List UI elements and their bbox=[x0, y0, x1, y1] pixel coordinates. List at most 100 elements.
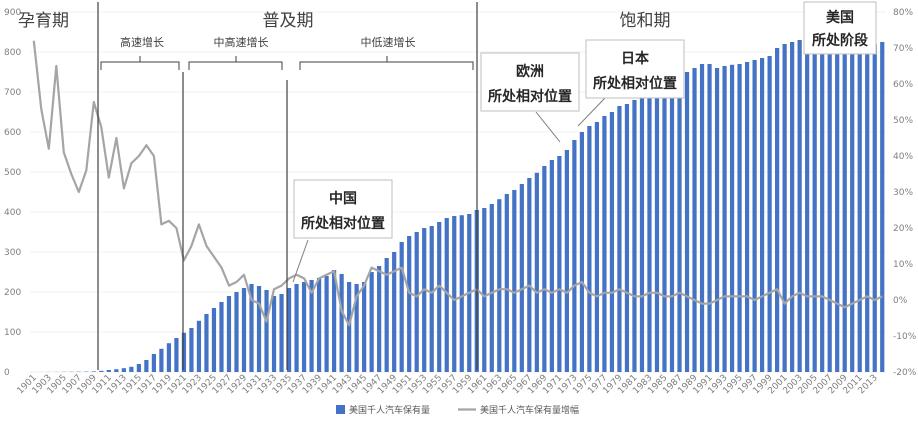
bar bbox=[489, 204, 494, 372]
right-tick-label: 60% bbox=[893, 80, 913, 90]
left-tick-label: 0 bbox=[4, 368, 10, 378]
bar bbox=[594, 122, 600, 372]
callout-europe-line1: 欧洲 bbox=[516, 63, 544, 80]
bar bbox=[624, 104, 630, 372]
phase-dividers bbox=[97, 2, 478, 370]
bar bbox=[760, 58, 765, 372]
callout-usa: 美国 所处阶段 bbox=[803, 1, 877, 55]
bar bbox=[309, 280, 314, 372]
right-tick-label: 30% bbox=[893, 188, 913, 198]
callout-japan-line2: 所处相对位置 bbox=[593, 75, 677, 92]
callout-usa-line2: 所处阶段 bbox=[812, 32, 868, 49]
left-tick-label: 200 bbox=[4, 288, 21, 298]
bar bbox=[865, 44, 870, 373]
bar bbox=[429, 226, 434, 372]
right-tick-label: 50% bbox=[893, 116, 913, 126]
bar bbox=[835, 44, 840, 372]
bar bbox=[362, 282, 367, 372]
bar bbox=[347, 282, 352, 372]
bar bbox=[482, 208, 487, 372]
bar bbox=[880, 42, 885, 372]
bar bbox=[512, 190, 517, 372]
bar bbox=[782, 44, 787, 372]
bar bbox=[121, 368, 126, 372]
bar bbox=[114, 369, 119, 372]
bar bbox=[369, 272, 374, 372]
phase-label-saturation: 饱和期 bbox=[620, 11, 671, 31]
bar bbox=[106, 370, 111, 372]
phase-label-incubation: 孕育期 bbox=[18, 11, 69, 31]
bar bbox=[534, 172, 539, 372]
callout-china: 中国 所处相对位置 bbox=[292, 179, 393, 283]
callout-japan: 日本 所处相对位置 bbox=[577, 39, 685, 127]
bar bbox=[542, 166, 547, 372]
bar bbox=[722, 66, 727, 372]
legend: 美国千人汽车保有量 美国千人汽车保有量增幅 bbox=[336, 404, 579, 416]
callout-europe-line2: 所处相对位置 bbox=[488, 88, 572, 105]
growth-line bbox=[32, 40, 883, 327]
bar bbox=[151, 354, 156, 372]
bracket-mid-low-growth bbox=[299, 56, 474, 70]
right-tick-label: 20% bbox=[893, 224, 913, 234]
right-tick-label: 0% bbox=[893, 296, 908, 306]
bar bbox=[407, 236, 412, 372]
bar bbox=[91, 371, 96, 372]
bar bbox=[226, 296, 232, 372]
bar bbox=[271, 296, 277, 372]
bar bbox=[384, 258, 389, 372]
bar bbox=[249, 284, 254, 372]
bar bbox=[729, 64, 735, 373]
bracket-mid-high-growth bbox=[188, 56, 283, 70]
bar bbox=[557, 156, 562, 372]
bar bbox=[797, 40, 802, 372]
bar bbox=[279, 294, 284, 372]
bar bbox=[324, 276, 329, 372]
bar bbox=[459, 215, 464, 372]
callout-china-line2: 所处相对位置 bbox=[301, 215, 385, 232]
bar bbox=[842, 48, 847, 372]
bar bbox=[196, 320, 202, 372]
bar bbox=[211, 308, 217, 372]
bar bbox=[392, 252, 397, 372]
bar bbox=[707, 64, 712, 372]
bar bbox=[354, 284, 359, 372]
bar bbox=[602, 116, 607, 372]
right-axis-ticks: -20% -10% 0% 10% 20% 30% 40% 50% 60% 70% 80% bbox=[893, 8, 917, 378]
bar bbox=[332, 270, 337, 372]
bar bbox=[159, 348, 164, 372]
right-tick-label: 80% bbox=[893, 8, 913, 18]
bar bbox=[647, 92, 652, 372]
bar bbox=[857, 46, 862, 372]
left-tick-label: 400 bbox=[4, 208, 21, 218]
bar bbox=[181, 332, 187, 372]
bar bbox=[699, 64, 705, 372]
bar bbox=[805, 40, 810, 373]
bar-series bbox=[31, 40, 885, 373]
bar bbox=[414, 232, 419, 372]
bar bbox=[744, 62, 750, 372]
bar bbox=[617, 106, 622, 372]
sub-phase-label-high: 高速增长 bbox=[120, 35, 164, 49]
bar bbox=[189, 328, 194, 372]
callout-europe: 欧洲 所处相对位置 bbox=[480, 52, 580, 143]
phase-label-popularization: 普及期 bbox=[263, 11, 314, 31]
bracket-high-growth bbox=[100, 56, 180, 70]
bar bbox=[174, 338, 179, 372]
right-tick-label: 10% bbox=[893, 260, 913, 270]
sub-phase-label-mid-high: 中高速增长 bbox=[214, 35, 269, 49]
bar bbox=[669, 80, 675, 372]
bar bbox=[234, 292, 239, 372]
bar bbox=[437, 222, 442, 372]
bar bbox=[166, 343, 172, 372]
left-axis-ticks: 0 100 200 300 400 500 600 700 800 900 bbox=[4, 8, 21, 378]
bar bbox=[827, 42, 832, 372]
bar bbox=[136, 364, 141, 372]
bar bbox=[752, 60, 757, 372]
bar bbox=[572, 140, 577, 372]
bar bbox=[677, 76, 682, 372]
bar bbox=[399, 242, 404, 372]
bar bbox=[504, 194, 509, 372]
left-tick-label: 500 bbox=[4, 168, 21, 178]
bar bbox=[654, 88, 660, 372]
left-tick-label: 100 bbox=[4, 328, 21, 338]
